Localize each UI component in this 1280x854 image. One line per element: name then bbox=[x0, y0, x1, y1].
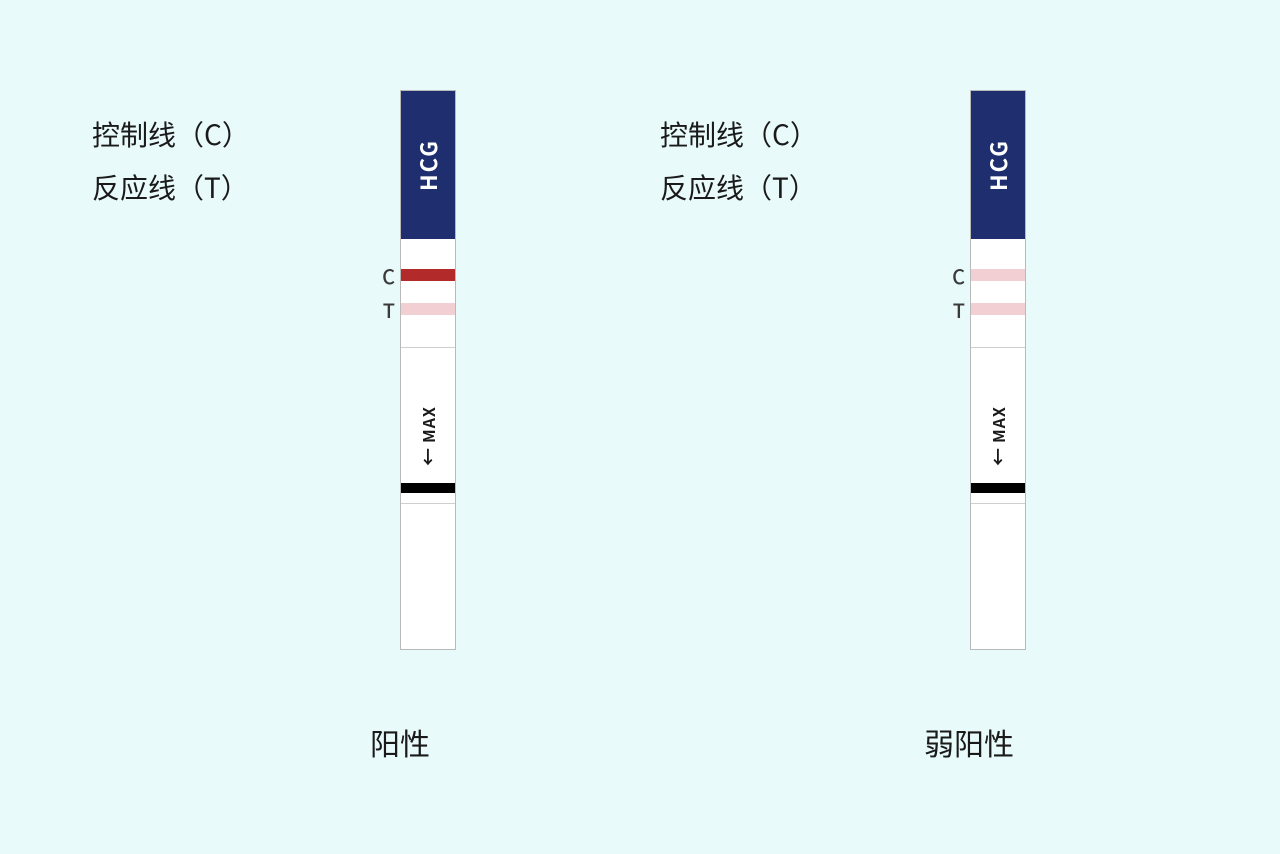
legend-control-line: 控制线（C） bbox=[92, 108, 250, 161]
test-strip-weak-positive: HCG C T ← MAX bbox=[970, 90, 1026, 650]
legend-weak-positive: 控制线（C）反应线（T） bbox=[660, 108, 818, 214]
result-label-weak-positive: 弱阳性 bbox=[924, 720, 1014, 764]
control-line-marker: C bbox=[382, 261, 395, 290]
control-line-band bbox=[971, 269, 1025, 281]
legend-positive: 控制线（C）反应线（T） bbox=[92, 108, 250, 214]
max-text-label: MAX bbox=[416, 406, 440, 443]
max-line-bar bbox=[401, 483, 455, 493]
max-label-group: ← MAX bbox=[986, 406, 1010, 466]
test-line-band bbox=[401, 303, 455, 315]
control-line-marker: C bbox=[952, 261, 965, 290]
strip-divider bbox=[971, 347, 1025, 348]
strip-body: HCG C T ← MAX bbox=[400, 90, 456, 650]
test-line-band bbox=[971, 303, 1025, 315]
legend-control-line: 控制线（C） bbox=[660, 108, 818, 161]
control-line-band bbox=[401, 269, 455, 281]
diagram-canvas: 控制线（C）反应线（T）HCGCT←MAX阳性控制线（C）反应线（T）HCGCT… bbox=[0, 0, 1280, 854]
strip-header-label: HCG bbox=[412, 139, 444, 191]
max-arrow-icon: ← bbox=[419, 447, 437, 466]
strip-body: HCG C T ← MAX bbox=[970, 90, 1026, 650]
strip-header: HCG bbox=[401, 91, 455, 239]
control-line-row: C bbox=[971, 269, 1025, 281]
strip-divider bbox=[401, 347, 455, 348]
max-indicator: ← MAX bbox=[401, 391, 455, 481]
test-line-row: T bbox=[401, 303, 455, 315]
strip-header-label: HCG bbox=[982, 139, 1014, 191]
legend-test-line: 反应线（T） bbox=[92, 161, 250, 214]
legend-test-line: 反应线（T） bbox=[660, 161, 818, 214]
max-indicator: ← MAX bbox=[971, 391, 1025, 481]
max-line-bar bbox=[971, 483, 1025, 493]
result-label-positive: 阳性 bbox=[370, 720, 430, 764]
strip-header: HCG bbox=[971, 91, 1025, 239]
max-label-group: ← MAX bbox=[416, 406, 440, 466]
strip-divider bbox=[401, 503, 455, 504]
max-text-label: MAX bbox=[986, 406, 1010, 443]
control-line-row: C bbox=[401, 269, 455, 281]
test-line-marker: T bbox=[953, 295, 965, 324]
max-arrow-icon: ← bbox=[989, 447, 1007, 466]
test-line-row: T bbox=[971, 303, 1025, 315]
test-line-marker: T bbox=[383, 295, 395, 324]
test-strip-positive: HCG C T ← MAX bbox=[400, 90, 456, 650]
strip-divider bbox=[971, 503, 1025, 504]
